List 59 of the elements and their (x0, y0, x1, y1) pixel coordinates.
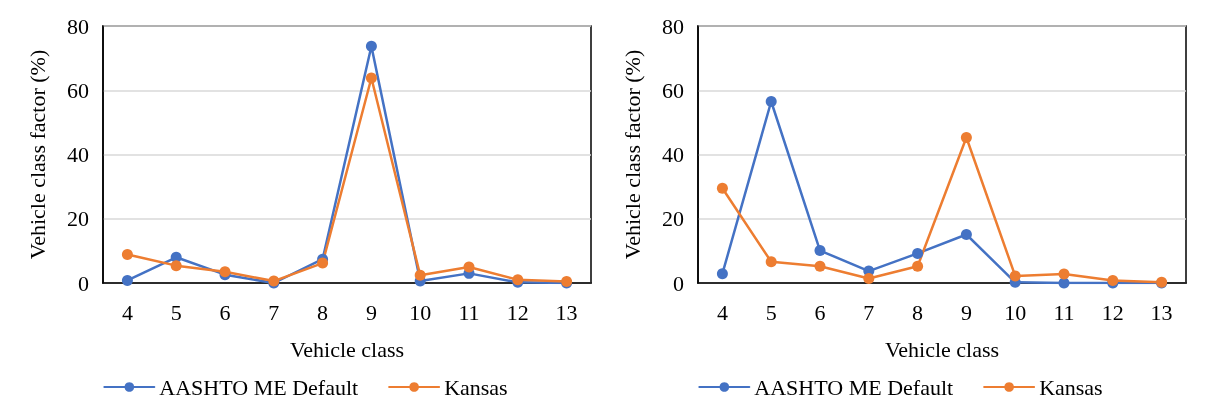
point (960, 131, 972, 143)
point (121, 248, 133, 260)
point (912, 260, 924, 272)
x-tick-label: 10 (1004, 299, 1027, 325)
x-tick-label: 13 (1150, 299, 1173, 325)
point (365, 40, 377, 52)
point (365, 72, 377, 84)
y-tick-label: 80 (67, 13, 89, 39)
y-tick-label: 40 (662, 142, 684, 167)
x-tick-label: 10 (409, 299, 432, 325)
x-tick-label: 4 (716, 299, 728, 325)
x-tick-label: 8 (912, 299, 924, 325)
x-axis-title: Vehicle class (289, 336, 405, 362)
x-tick-label: 12 (506, 299, 529, 325)
legend-label: AASHTO ME Default (754, 374, 954, 400)
y-tick-label: 20 (67, 206, 89, 232)
point (716, 268, 728, 280)
y-tick-label: 40 (67, 142, 89, 167)
point (814, 260, 826, 272)
point (716, 182, 728, 194)
x-tick-label: 4 (121, 299, 133, 325)
x-tick-label: 5 (765, 299, 777, 325)
point (170, 260, 182, 272)
y-tick-label: 60 (662, 77, 684, 103)
x-axis-title: Vehicle class (884, 336, 1000, 362)
x-tick-label: 12 (1101, 299, 1124, 325)
point (960, 228, 972, 240)
x-tick-label: 11 (458, 299, 480, 325)
x-tick-label: 9 (960, 299, 972, 325)
x-tick-label: 6 (219, 299, 231, 325)
point (863, 273, 875, 284)
x-tick-label: 8 (317, 299, 329, 325)
y-tick-label: 0 (673, 270, 684, 296)
point (1058, 268, 1070, 280)
x-tick-label: 5 (170, 299, 182, 325)
point (121, 274, 133, 286)
x-tick-label: 7 (268, 299, 280, 325)
x-tick-label: 9 (365, 299, 377, 325)
legend-label: AASHTO ME Default (159, 374, 359, 400)
y-axis-title: Vehicle class factor (%) (619, 49, 645, 260)
point (1009, 270, 1021, 282)
point (765, 96, 777, 107)
y-tick-label: 60 (67, 77, 89, 103)
x-tick-label: 11 (1053, 299, 1075, 325)
point (463, 261, 475, 273)
y-tick-label: 0 (78, 270, 89, 296)
legend-label: Kansas (1039, 374, 1103, 400)
point (765, 256, 777, 268)
point (814, 245, 826, 257)
y-tick-label: 80 (662, 13, 684, 39)
y-axis-title: Vehicle class factor (%) (24, 49, 50, 260)
point (317, 257, 329, 269)
legend-label: Kansas (444, 374, 508, 400)
x-tick-label: 13 (555, 299, 578, 325)
x-tick-label: 7 (863, 299, 875, 325)
y-tick-label: 20 (662, 206, 684, 232)
point (912, 247, 924, 259)
x-tick-label: 6 (814, 299, 826, 325)
point (414, 269, 426, 281)
